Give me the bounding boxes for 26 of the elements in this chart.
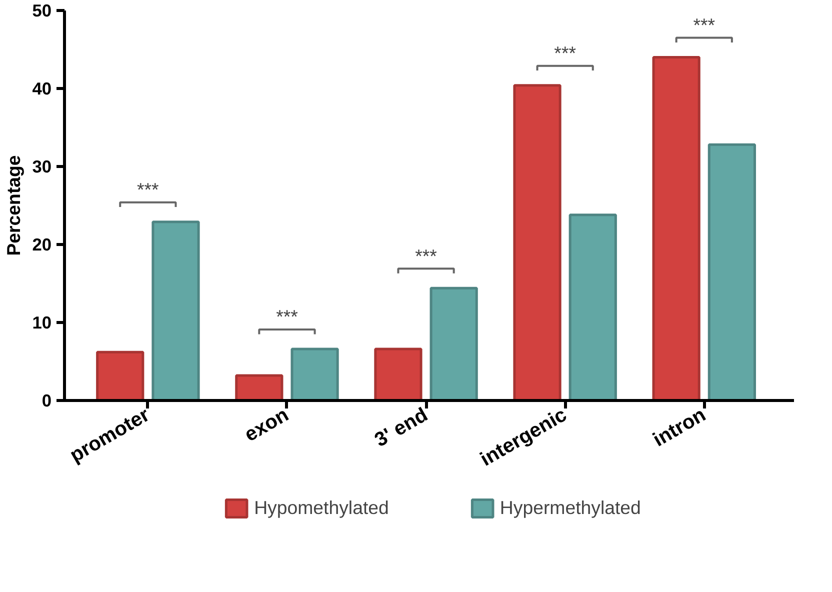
legend-label: Hypermethylated [500,497,641,519]
annotation: *** [693,14,716,36]
x-tick-label: 3' end [371,404,432,452]
bar [374,348,422,400]
bar [152,220,200,400]
y-tick-label: 30 [32,156,52,176]
x-tick-label: exon [241,404,292,446]
y-tick-label: 10 [32,312,52,332]
bar [708,143,756,400]
bar [430,286,478,400]
bar [235,374,284,400]
y-tick-label: 0 [42,390,52,410]
annotation: *** [554,42,576,64]
y-tick-label: 50 [32,0,52,20]
bar [96,350,144,400]
bar [568,214,617,400]
annotation: *** [137,179,159,200]
y-tick-label: 20 [32,234,52,254]
annotation: *** [276,306,298,328]
y-axis-title: Percentage [3,155,24,256]
legend-label: Hypomethylated [254,497,389,519]
bar [652,56,700,400]
bar [513,84,562,400]
y-tick-label: 40 [32,78,52,98]
bar [290,348,339,400]
annotation: *** [415,245,437,266]
